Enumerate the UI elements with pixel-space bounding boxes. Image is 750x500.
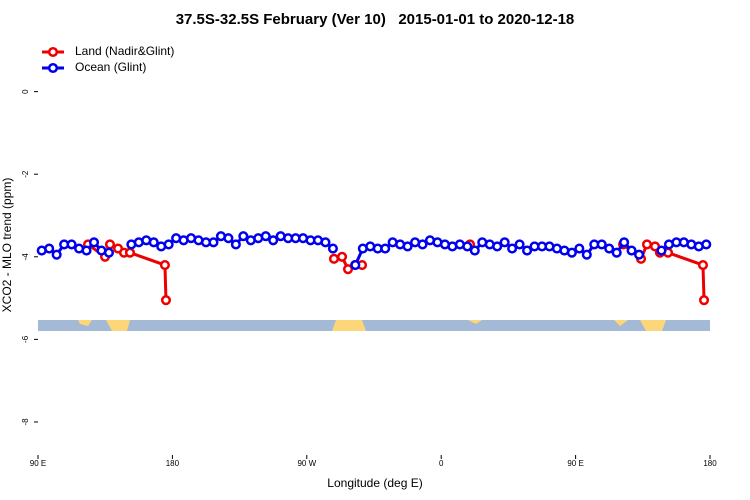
data-point <box>160 295 172 306</box>
data-point <box>619 237 630 248</box>
data-point <box>44 243 55 254</box>
data-point <box>492 241 503 252</box>
data-point <box>469 245 480 256</box>
legend-marker <box>47 62 59 74</box>
x-tick-label: 180 <box>703 459 717 468</box>
ocean-strip <box>38 320 710 331</box>
data-point <box>66 239 77 250</box>
data-point <box>641 239 653 250</box>
data-point <box>148 237 159 248</box>
data-point <box>268 235 279 246</box>
data-point <box>611 247 622 258</box>
x-axis-label: Longitude (deg E) <box>327 476 422 490</box>
data-point <box>320 237 331 248</box>
data-point <box>574 243 585 254</box>
data-point <box>596 239 607 250</box>
data-point <box>51 249 62 260</box>
data-point <box>656 245 667 256</box>
x-tick-label: 0 <box>439 459 444 468</box>
data-point <box>327 243 338 254</box>
data-point <box>260 231 271 242</box>
x-tick-label: 90 E <box>567 459 583 468</box>
y-tick-label: -6 <box>21 335 30 343</box>
data-point <box>163 239 174 250</box>
y-tick-label: 0 <box>21 89 30 94</box>
chart-title: 37.5S-32.5S February (Ver 10) 2015-01-01… <box>176 11 575 28</box>
data-point <box>566 247 577 258</box>
legend-label: Ocean (Glint) <box>75 60 146 74</box>
land-strip <box>78 320 92 326</box>
y-tick-label: -2 <box>21 170 30 178</box>
x-tick-label: 180 <box>166 459 180 468</box>
data-point <box>698 295 710 306</box>
map-strip <box>38 320 710 331</box>
land-strip <box>614 320 628 326</box>
data-point <box>336 251 348 262</box>
land-strip <box>640 320 666 331</box>
data-point <box>604 243 615 254</box>
x-tick-label: 90 E <box>30 459 46 468</box>
y-tick-label: -4 <box>21 253 30 261</box>
data-point <box>328 253 340 264</box>
data-point <box>701 239 712 250</box>
x-tick-label: 90 W <box>297 459 316 468</box>
data-point <box>103 247 114 258</box>
data-point <box>507 243 518 254</box>
land-strip <box>106 320 130 331</box>
data-point <box>223 233 234 244</box>
data-point <box>581 249 592 260</box>
data-point <box>522 245 533 256</box>
data-point <box>350 259 361 271</box>
data-point <box>697 259 709 271</box>
data-point <box>634 249 645 260</box>
data-point <box>342 264 354 275</box>
data-point <box>462 241 473 252</box>
data-point <box>626 245 637 256</box>
legend-label: Land (Nadir&Glint) <box>75 44 174 58</box>
y-tick-label: -8 <box>21 418 30 426</box>
data-point <box>230 239 241 250</box>
data-point <box>238 231 249 242</box>
data-point <box>88 237 100 248</box>
data-point <box>380 243 391 254</box>
legend-marker <box>47 46 59 58</box>
data-point <box>81 245 92 256</box>
data-point <box>124 247 136 258</box>
data-point <box>159 259 170 271</box>
data-point <box>402 241 413 252</box>
data-point <box>514 239 525 250</box>
land-strip <box>468 320 482 324</box>
data-point <box>208 237 219 248</box>
land-strip <box>332 320 366 331</box>
data-point <box>499 237 510 248</box>
y-axis-label: XCO2 - MLO trend (ppm) <box>0 178 14 313</box>
data-point <box>104 239 116 250</box>
data-point <box>417 239 428 250</box>
